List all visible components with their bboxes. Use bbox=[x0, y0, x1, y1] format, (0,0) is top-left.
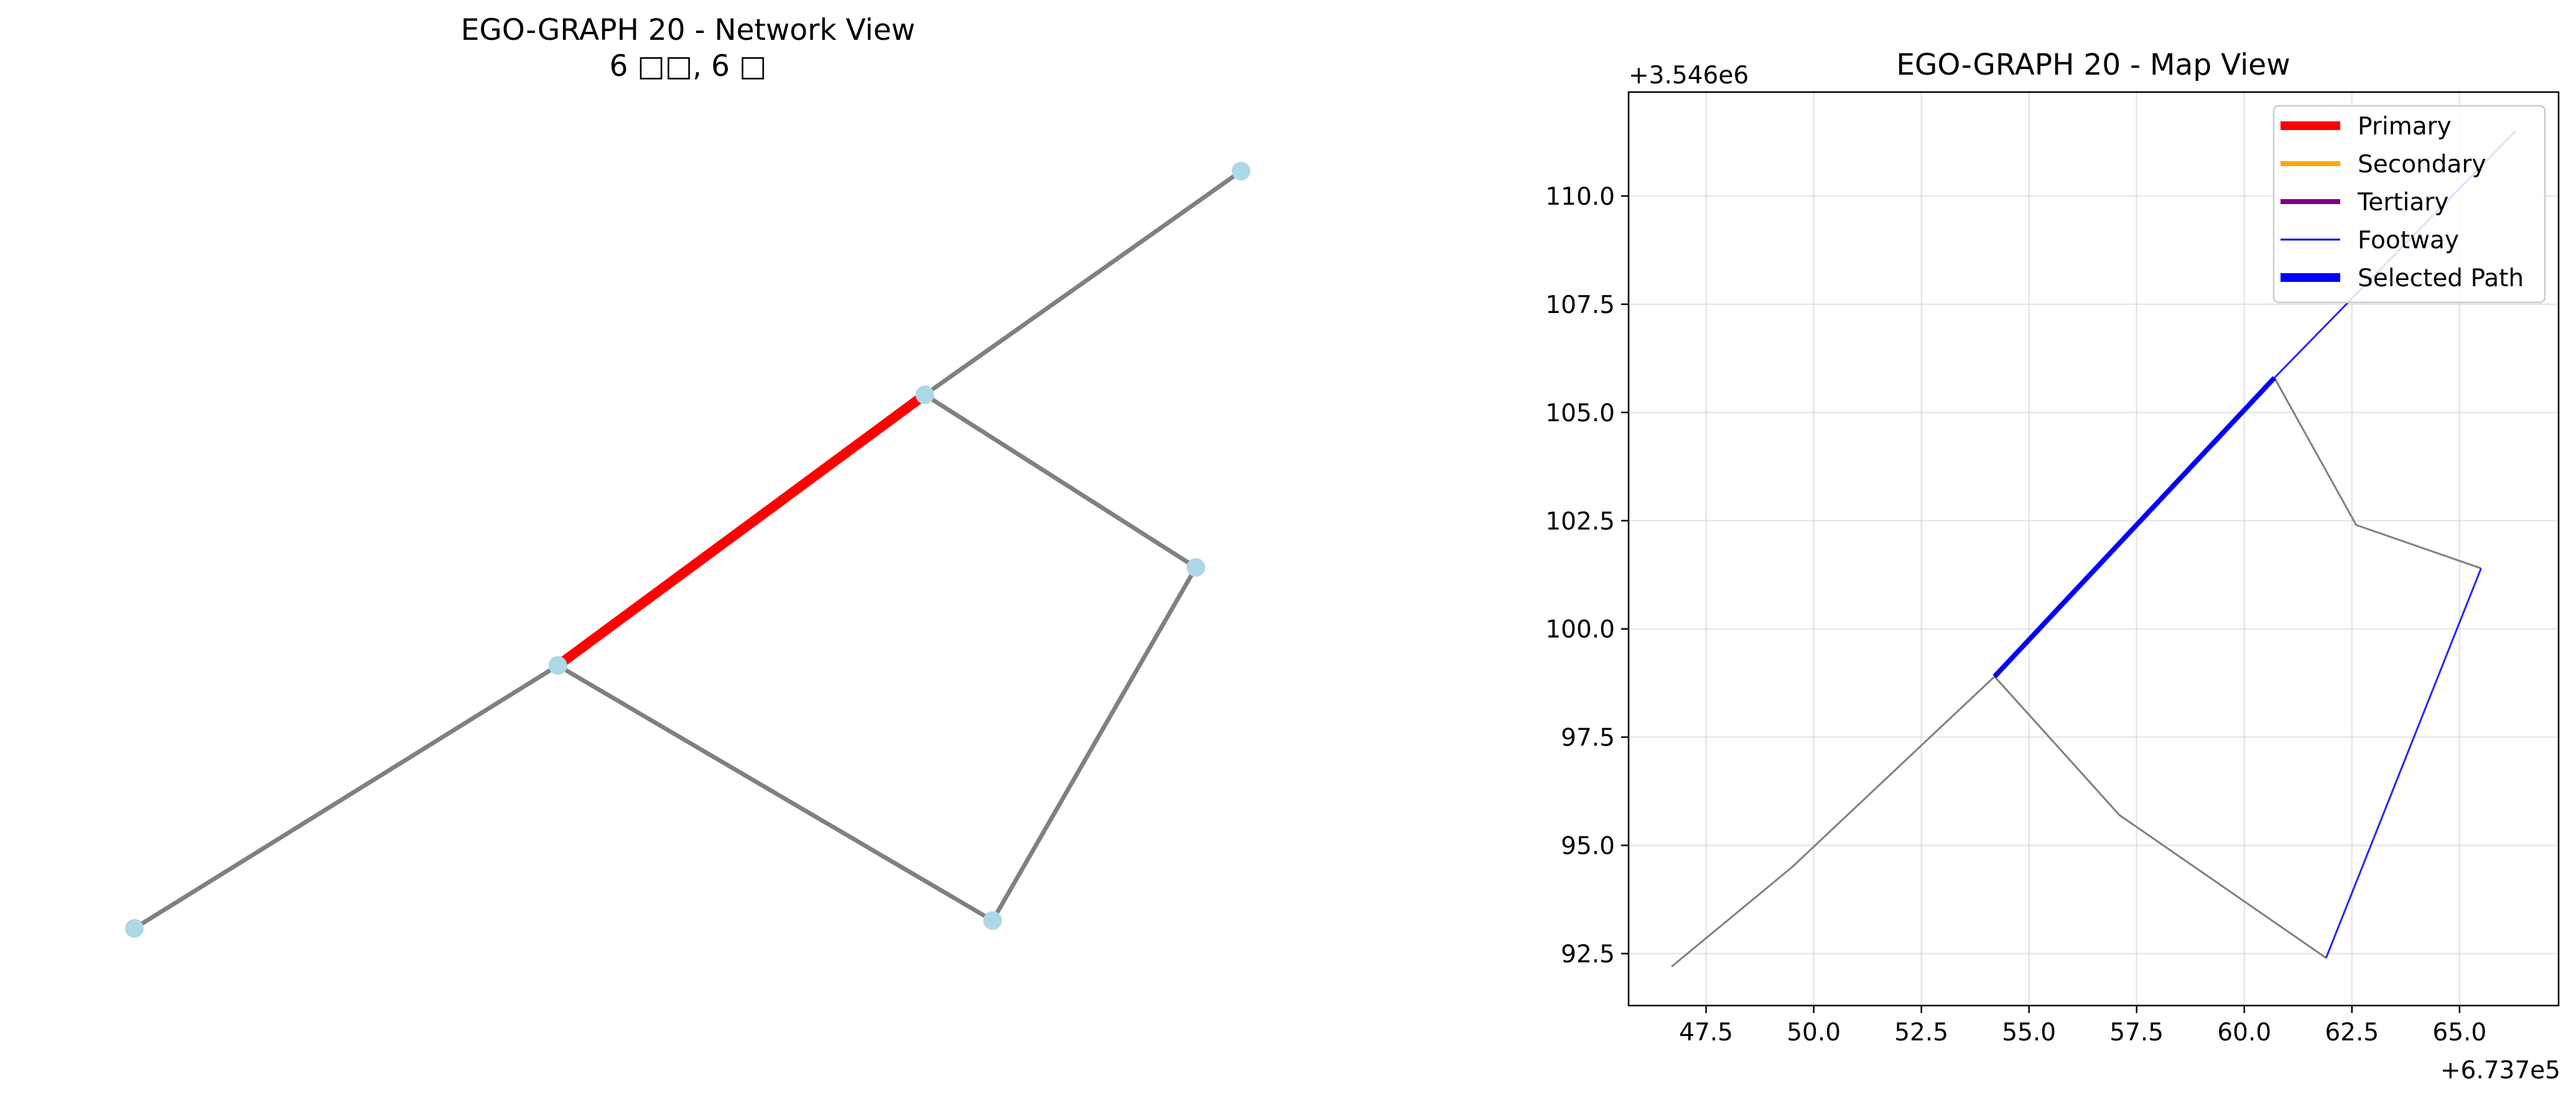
legend-label: Secondary bbox=[2358, 151, 2486, 179]
x-tick-label: 52.5 bbox=[1894, 1019, 1948, 1047]
map-view-panel: EGO-GRAPH 20 - Map View +3.546e6 +6.737e… bbox=[1545, 48, 2560, 1085]
y-tick-label: 97.5 bbox=[1561, 724, 1615, 752]
legend-items: Primary Secondary Tertiary Footway Selected … bbox=[2281, 113, 2524, 292]
x-tick-label: 50.0 bbox=[1787, 1019, 1841, 1047]
map-line-footway bbox=[2325, 567, 2482, 959]
network-node bbox=[983, 911, 1002, 930]
map-line-other bbox=[2273, 377, 2481, 569]
network-edge bbox=[923, 393, 1197, 569]
network-node bbox=[125, 919, 144, 938]
network-edge bbox=[990, 566, 1198, 922]
x-tick-label: 60.0 bbox=[2217, 1019, 2271, 1047]
x-tick-label: 65.0 bbox=[2432, 1019, 2486, 1047]
legend-label: Selected Path bbox=[2358, 264, 2524, 292]
y-tick-label: 95.0 bbox=[1561, 833, 1615, 861]
network-edge bbox=[923, 169, 1243, 397]
network-view-subtitle: 6 □□, 6 □ bbox=[610, 49, 767, 83]
network-view-panel: EGO-GRAPH 20 - Network View 6 □□, 6 □ bbox=[125, 13, 1250, 938]
map-line-other bbox=[1671, 676, 1996, 968]
map-axes-frame bbox=[1627, 91, 2560, 1007]
network-node bbox=[1232, 162, 1250, 180]
legend-label: Footway bbox=[2358, 226, 2459, 254]
x-offset-label: +6.737e5 bbox=[2440, 1057, 2560, 1085]
y-tick-label: 100.0 bbox=[1545, 616, 1615, 644]
y-tick-label: 92.5 bbox=[1561, 941, 1615, 969]
network-edge-highlighted bbox=[554, 390, 928, 670]
network-nodes bbox=[125, 162, 1250, 938]
legend-box bbox=[2272, 105, 2546, 304]
map-ticks: 47.5 50.0 52.5 55.0 57.5 60.0 62.5 65.0 92.5 95.0… bbox=[1545, 183, 2486, 1047]
network-node bbox=[548, 656, 567, 675]
legend-label: Tertiary bbox=[2357, 189, 2448, 217]
network-edge bbox=[133, 663, 559, 930]
y-offset-label: +3.546e6 bbox=[1629, 62, 1749, 90]
map-line-selected bbox=[1992, 376, 2277, 678]
y-tick-label: 105.0 bbox=[1545, 399, 1615, 427]
legend-label: Primary bbox=[2358, 113, 2452, 141]
x-tick-label: 47.5 bbox=[1679, 1019, 1733, 1047]
x-tick-label: 55.0 bbox=[2002, 1019, 2056, 1047]
y-tick-label: 107.5 bbox=[1545, 291, 1615, 319]
map-line-other bbox=[1994, 676, 2327, 959]
network-edge bbox=[556, 663, 994, 923]
map-view-title: EGO-GRAPH 20 - Map View bbox=[1896, 48, 2290, 82]
y-tick-label: 102.5 bbox=[1545, 508, 1615, 536]
y-tick-label: 110.0 bbox=[1545, 183, 1615, 211]
network-node bbox=[915, 385, 934, 404]
network-view-title: EGO-GRAPH 20 - Network View bbox=[461, 13, 915, 47]
x-tick-label: 62.5 bbox=[2325, 1019, 2379, 1047]
x-tick-label: 57.5 bbox=[2109, 1019, 2164, 1047]
map-legend: Primary Secondary Tertiary Footway Selected … bbox=[2272, 105, 2546, 304]
network-edges bbox=[133, 169, 1243, 930]
network-node bbox=[1186, 558, 1206, 577]
